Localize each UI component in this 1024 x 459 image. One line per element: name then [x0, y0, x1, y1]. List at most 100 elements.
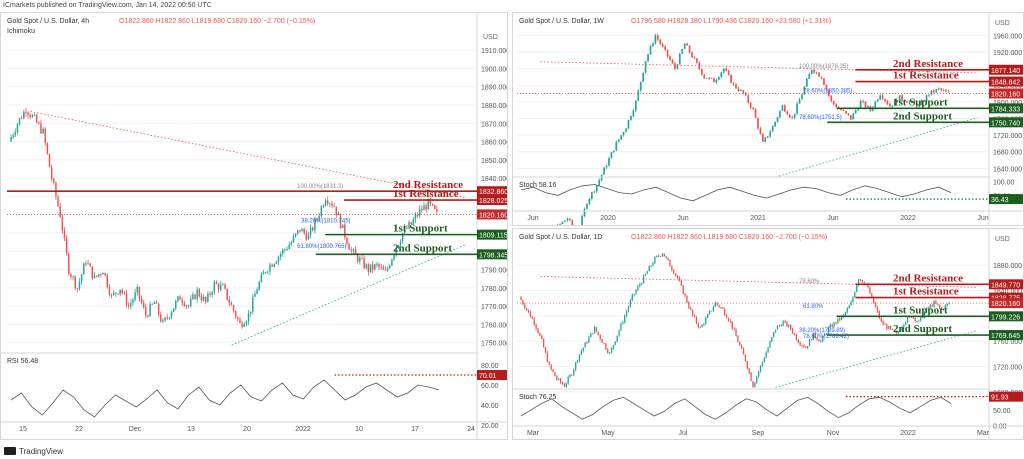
candle-body — [920, 316, 922, 321]
candle-body — [588, 198, 591, 204]
candle-body — [309, 227, 312, 235]
osc-tick-label: 80.00 — [481, 363, 499, 370]
candle-body — [889, 104, 891, 107]
candle-body — [769, 341, 771, 348]
candle-body — [948, 303, 950, 304]
chart-svg-h4: 1750.000 1760.000 1770.000 1780.000 1790.000… — [1, 13, 508, 439]
candle-body — [707, 314, 709, 318]
candle-body — [625, 128, 627, 133]
candle-body — [693, 57, 696, 59]
candle-body — [712, 307, 715, 311]
candle-body — [665, 256, 667, 258]
level-price-tag — [989, 64, 1023, 75]
candle-body — [937, 303, 939, 306]
candle-body — [714, 302, 716, 308]
chart-panel-1d[interactable]: 1680.0001720.0001760.0001800.0001840.000… — [512, 228, 1024, 440]
level-price-tag — [989, 76, 1023, 87]
candle-body — [179, 296, 181, 300]
x-tick-label: 2022 — [900, 215, 916, 222]
candle-body — [869, 287, 871, 294]
candle-body — [177, 296, 179, 302]
candle-body — [620, 323, 622, 331]
candle-body — [876, 307, 879, 312]
candle-body — [552, 369, 554, 373]
candle-body — [558, 378, 560, 380]
candle-body — [436, 209, 438, 212]
level-price-tag — [989, 279, 1023, 290]
candle-body — [805, 347, 807, 348]
x-tick-label: 2021 — [750, 215, 766, 222]
candle-body — [899, 330, 901, 332]
candle-body — [922, 316, 924, 318]
candle-body — [725, 314, 728, 319]
x-tick-label: 15 — [19, 426, 27, 433]
candle-body — [397, 245, 400, 249]
level-price-label: 1848.842 — [991, 80, 1020, 87]
x-tick-label: Mar — [977, 430, 990, 437]
candle-body — [925, 307, 928, 313]
candle-body — [940, 307, 943, 310]
candle-body — [299, 230, 301, 232]
candle-body — [359, 257, 361, 262]
candle-body — [331, 203, 333, 206]
candle-body — [627, 306, 630, 312]
candle-body — [661, 253, 664, 256]
candle-body — [659, 255, 662, 257]
candle-body — [795, 334, 798, 340]
candle-body — [181, 299, 183, 303]
candle-body — [744, 354, 747, 362]
candle-body — [752, 381, 754, 388]
candle-body — [608, 158, 610, 166]
candle-body — [78, 281, 81, 289]
publish-header: ICmarkets published on TradingView.com, … — [0, 0, 1024, 12]
candle-body — [840, 108, 842, 111]
candle-body — [680, 280, 682, 286]
candle-body — [740, 90, 742, 91]
candle-body — [832, 101, 835, 105]
publish-text: ICmarkets published on TradingView.com, … — [3, 2, 212, 9]
x-tick-label: May — [601, 430, 615, 437]
candle-body — [561, 382, 564, 385]
candle-body — [906, 101, 908, 103]
candle-body — [106, 275, 109, 288]
candle-body — [827, 89, 830, 96]
candle-body — [566, 218, 569, 221]
candle-body — [564, 220, 566, 222]
candle-body — [652, 43, 654, 46]
candle-body — [779, 110, 781, 118]
current-price-label: 1820.160 — [479, 212, 508, 219]
candle-body — [722, 307, 724, 309]
candle-body — [664, 46, 667, 50]
candle-body — [857, 279, 860, 286]
candle-body — [776, 325, 779, 330]
candle-body — [593, 326, 596, 334]
chart-panel-1w[interactable]: 1640.0001680.0001720.0001760.0001800.000… — [512, 12, 1024, 226]
candle-body — [656, 255, 658, 257]
level-price-tag — [477, 186, 507, 197]
candle-body — [593, 191, 596, 193]
candle-body — [556, 224, 559, 225]
candle-body — [867, 106, 869, 108]
candle-body — [588, 337, 590, 343]
candle-body — [40, 123, 42, 134]
candle-body — [778, 325, 781, 327]
candle-body — [944, 305, 947, 310]
candle-body — [930, 90, 933, 95]
candle-body — [884, 98, 886, 101]
candle-body — [895, 331, 897, 334]
level-price-tag — [477, 229, 507, 240]
candle-body — [115, 292, 117, 294]
candle-body — [344, 224, 346, 238]
candle-body — [380, 267, 382, 268]
candle-body — [654, 256, 656, 264]
y-tick-label: 1760.000 — [993, 339, 1022, 346]
candle-body — [739, 342, 741, 346]
osc-label: Stoch 76.25 — [519, 394, 556, 401]
chart-panel-4h[interactable]: 1750.000 1760.000 1770.000 1780.000 1790.000… — [0, 12, 508, 440]
candle-body — [578, 354, 581, 361]
candle-body — [705, 317, 707, 324]
candle-body — [384, 269, 387, 271]
candle-body — [674, 63, 676, 69]
candle-body — [725, 68, 728, 71]
candle-body — [605, 165, 608, 168]
